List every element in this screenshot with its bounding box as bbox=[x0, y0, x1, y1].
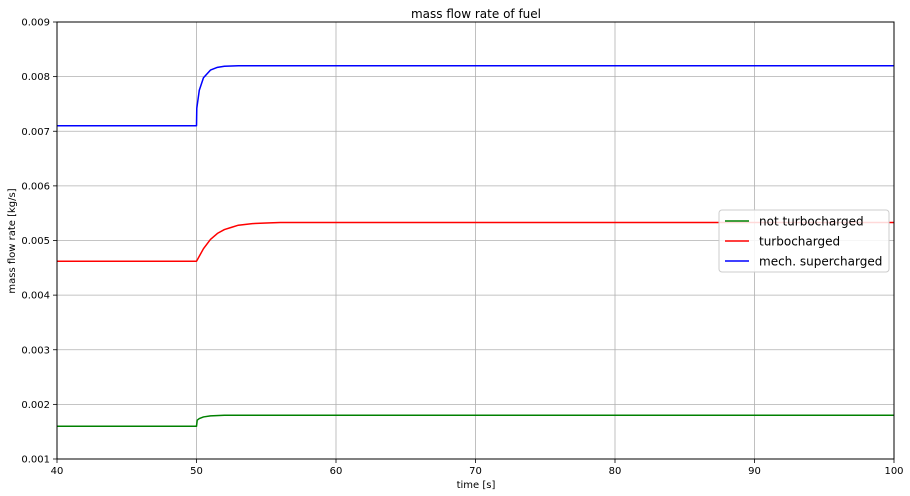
x-tick-label: 40 bbox=[51, 466, 64, 477]
x-tick-label: 80 bbox=[609, 466, 622, 477]
legend-label: mech. supercharged bbox=[759, 255, 882, 269]
y-tick-label: 0.008 bbox=[21, 72, 50, 83]
series-line bbox=[57, 64, 894, 127]
chart-title: mass flow rate of fuel bbox=[411, 7, 541, 21]
axis-ticks: 40 50 60 70 80 90 100 0.001 0.002 0.003 0.004 0.005… bbox=[21, 18, 903, 478]
x-axis-label: time [s] bbox=[457, 480, 496, 491]
y-tick-label: 0.009 bbox=[21, 18, 50, 29]
legend-box bbox=[718, 209, 890, 273]
x-tick-label: 50 bbox=[190, 466, 203, 477]
y-tick-label: 0.006 bbox=[21, 181, 50, 192]
y-tick-label: 0.001 bbox=[21, 455, 50, 466]
legend-label: turbocharged bbox=[759, 235, 840, 249]
x-tick-label: 70 bbox=[469, 466, 482, 477]
y-tick-label: 0.007 bbox=[21, 127, 50, 138]
series-line bbox=[57, 221, 894, 263]
x-tick-label: 60 bbox=[330, 466, 343, 477]
y-tick-label: 0.005 bbox=[21, 236, 50, 247]
y-tick-label: 0.002 bbox=[21, 400, 50, 411]
legend-label: not turbocharged bbox=[759, 215, 864, 229]
y-tick-label: 0.003 bbox=[21, 345, 50, 356]
y-axis-label: mass flow rate [kg/s] bbox=[7, 188, 18, 293]
y-tick-label: 0.004 bbox=[21, 291, 50, 302]
legend: not turbocharged turbocharged mech. superc… bbox=[718, 209, 890, 273]
x-tick-label: 90 bbox=[748, 466, 761, 477]
series-group bbox=[57, 64, 894, 427]
x-tick-label: 100 bbox=[884, 466, 903, 477]
series-line bbox=[57, 414, 894, 427]
